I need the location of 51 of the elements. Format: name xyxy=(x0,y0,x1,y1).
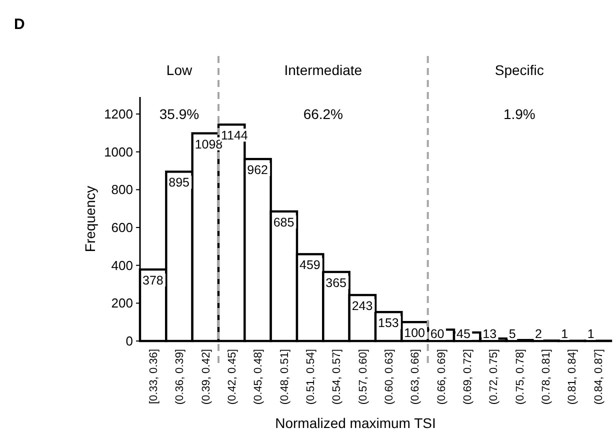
text: D xyxy=(14,16,25,33)
x-tick-label: (0.48, 0.51] xyxy=(278,349,291,405)
y-tick-label: 400 xyxy=(111,258,133,273)
x-tick-label: (0.60, 0.63] xyxy=(383,349,396,405)
data-label: 1 xyxy=(561,327,568,341)
annotation: 35.9% xyxy=(159,106,200,122)
x-tick-label: (0.57, 0.60] xyxy=(357,349,370,405)
data-label: 459 xyxy=(300,258,320,272)
x-tick-label: (0.81, 0.84] xyxy=(566,349,579,405)
data-label: 2 xyxy=(535,327,542,341)
y-tick-label: 600 xyxy=(111,220,133,236)
x-tick-label: (0.39, 0.42] xyxy=(200,349,212,405)
x-tick-label: (0.63, 0.66] xyxy=(410,349,422,405)
y-tick-label: 800 xyxy=(111,182,133,198)
data-label: 378 xyxy=(142,274,164,288)
y-axis-title: Frequency xyxy=(82,186,98,252)
data-label: 1144 xyxy=(221,128,248,143)
data-label: 1098 xyxy=(194,137,223,152)
data-label: 243 xyxy=(352,299,373,314)
y-tick-label: 1000 xyxy=(104,144,133,160)
data-label: 895 xyxy=(168,176,190,190)
data-label: 5 xyxy=(508,327,516,341)
data-label: 13 xyxy=(482,327,497,341)
x-tick-label: (0.66, 0.69] xyxy=(436,349,448,405)
x-tick-label: (0.36, 0.39] xyxy=(174,349,186,405)
x-tick-label: [0.33, 0.36] xyxy=(148,349,160,404)
annotation: 66.2% xyxy=(303,106,344,122)
data-label: 100 xyxy=(404,326,426,340)
x-tick-label: (0.42, 0.45] xyxy=(226,349,238,405)
annotation: 1.9% xyxy=(503,106,536,122)
data-label: 962 xyxy=(247,163,268,178)
text: Intermediate xyxy=(284,62,362,78)
data-label: 153 xyxy=(378,316,399,330)
x-tick-label: (0.72, 0.75] xyxy=(488,349,500,405)
y-tick-label: 1200 xyxy=(104,106,133,122)
x-tick-label: (0.84, 0.87] xyxy=(592,349,605,405)
y-tick-label: 0 xyxy=(126,334,133,349)
x-tick-label: (0.78, 0.81] xyxy=(540,349,552,405)
data-label: 685 xyxy=(273,215,294,230)
y-tick-label: 200 xyxy=(111,296,133,311)
x-tick-label: (0.75, 0.78] xyxy=(514,349,526,405)
x-tick-label: (0.45, 0.48] xyxy=(252,349,265,405)
data-label: 365 xyxy=(326,276,347,290)
text: Specific xyxy=(494,62,544,78)
text: Low xyxy=(166,62,193,78)
x-tick-label: (0.69, 0.72] xyxy=(462,349,474,405)
x-tick-label: (0.51, 0.54] xyxy=(304,349,317,405)
x-tick-label: (0.54, 0.57] xyxy=(331,349,344,405)
data-label: 1 xyxy=(587,327,594,341)
x-axis-title: Normalized maximum TSI xyxy=(275,415,436,431)
data-label: 60 xyxy=(430,327,444,341)
